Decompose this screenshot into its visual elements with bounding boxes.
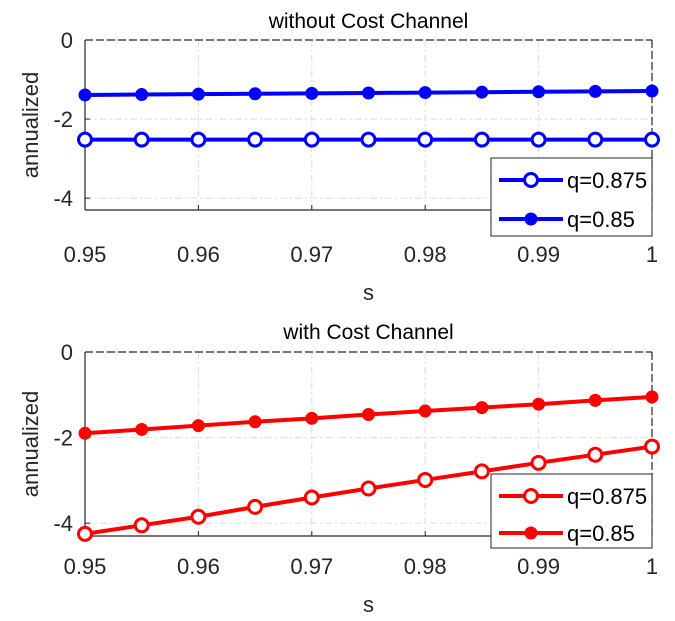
data-point <box>247 498 264 515</box>
data-point <box>530 454 547 471</box>
legend-marker <box>523 172 539 188</box>
data-point <box>360 480 377 497</box>
data-point <box>530 131 547 148</box>
data-point <box>588 393 602 407</box>
x-tick-label: 0.96 <box>177 242 220 267</box>
data-point <box>587 446 604 463</box>
data-point <box>190 131 207 148</box>
data-point <box>418 404 432 418</box>
legend-marker <box>524 526 538 540</box>
series-q=0.875 <box>77 438 660 542</box>
y-tick-label: -2 <box>53 426 73 451</box>
y-tick-label: 0 <box>61 340 73 365</box>
chart-title: without Cost Channel <box>268 10 469 33</box>
y-tick-label: -2 <box>53 107 73 132</box>
data-point <box>587 131 604 148</box>
legend-label: q=0.875 <box>567 168 647 193</box>
data-point <box>190 508 207 525</box>
data-point <box>77 131 93 148</box>
data-point <box>133 131 150 148</box>
y-axis-label: annualized <box>18 391 43 497</box>
data-point <box>191 419 205 433</box>
data-point <box>475 401 489 415</box>
data-point <box>78 426 92 440</box>
legend-marker <box>524 212 538 226</box>
y-axis-label: annualized <box>18 72 43 178</box>
data-point <box>473 463 490 480</box>
data-point <box>417 131 434 148</box>
data-point <box>248 87 262 101</box>
data-point <box>305 411 319 425</box>
data-point <box>78 88 92 102</box>
data-point <box>360 131 377 148</box>
y-tick-label: -4 <box>53 186 73 211</box>
y-tick-label: -4 <box>53 511 73 536</box>
data-point <box>645 390 659 404</box>
legend: q=0.875 q=0.85 <box>490 473 653 549</box>
legend-box <box>490 157 653 237</box>
x-tick-label: 0.99 <box>517 554 560 579</box>
data-point <box>191 87 205 101</box>
series-q=0.875 <box>77 131 660 148</box>
data-point <box>247 131 264 148</box>
data-point <box>77 525 93 542</box>
x-tick-label: 0.98 <box>404 554 447 579</box>
data-point <box>362 86 375 100</box>
data-point <box>418 86 432 100</box>
chart-title: with Cost Channel <box>282 321 453 344</box>
data-point <box>362 407 375 421</box>
data-point <box>133 517 150 534</box>
data-point <box>135 422 149 436</box>
x-axis-label: s <box>363 592 374 617</box>
data-point <box>417 471 434 488</box>
series-q=0.85 <box>78 84 659 102</box>
x-tick-label: 0.95 <box>64 554 107 579</box>
data-point <box>588 84 602 98</box>
data-point <box>644 438 660 455</box>
legend-marker <box>523 488 539 504</box>
data-point <box>135 88 149 102</box>
data-point <box>532 85 546 99</box>
series-q=0.85 <box>78 390 659 440</box>
legend: q=0.875 q=0.85 <box>490 157 653 237</box>
x-axis-label: s <box>363 280 374 305</box>
x-tick-label: 1 <box>646 242 658 267</box>
data-point <box>248 415 262 429</box>
x-tick-label: 0.96 <box>177 554 220 579</box>
legend-box <box>490 473 653 549</box>
chart-panel-1: 0.95 0.96 0.97 0.98 0.99 1 0 -2 -4 without Cost C… <box>18 10 660 305</box>
x-tick-label: 0.99 <box>517 242 560 267</box>
x-tick-label: 0.98 <box>404 242 447 267</box>
x-tick-label: 0.97 <box>290 554 333 579</box>
legend-label: q=0.875 <box>567 484 647 509</box>
y-tick-label: 0 <box>61 28 73 53</box>
legend-label: q=0.85 <box>567 521 635 546</box>
data-point <box>473 131 490 148</box>
data-point <box>644 131 660 148</box>
data-point <box>305 86 319 100</box>
data-point <box>645 84 659 98</box>
x-tick-label: 0.97 <box>290 242 333 267</box>
x-tick-label: 1 <box>646 554 658 579</box>
x-tick-label: 0.95 <box>64 242 107 267</box>
chart-panel-2: 0.95 0.96 0.97 0.98 0.99 1 0 -2 -4 with Cost Chan… <box>18 321 660 617</box>
data-point <box>303 489 320 506</box>
data-point <box>303 131 320 148</box>
legend-label: q=0.85 <box>567 207 635 232</box>
data-point <box>475 85 489 99</box>
data-point <box>532 397 546 411</box>
